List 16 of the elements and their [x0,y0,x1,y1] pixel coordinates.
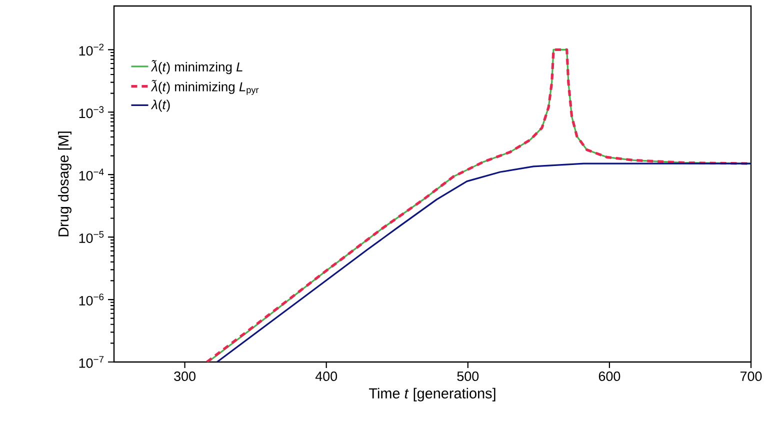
legend-label: λ̃(t) minimizing L$_{pyr}$ [150,80,259,95]
y-tick-label: 10$^{−5}$ [79,231,104,243]
y-tick-label: 10$^{−4}$ [79,168,104,180]
x-tick-label: 400 [315,372,338,382]
y-tick-label: 10$^{−6}$ [79,294,104,306]
x-tick-label: 300 [174,372,196,382]
y-tick-label: 10$^{−2}$ [79,44,104,56]
y-tick-label: 10$^{−3}$ [79,106,104,118]
legend-label: λ(t) [150,100,170,112]
x-tick-label: 500 [457,372,479,382]
y-axis-title: Drug dosage [M] [58,132,72,236]
x-axis-title: Time t [generations] [369,388,496,402]
x-tick-label: 600 [598,372,620,382]
x-tick-label: 700 [740,372,762,382]
legend-label: λ̃(t) minimzing L [150,60,242,74]
y-tick-label: 10$^{−7}$ [79,356,104,368]
